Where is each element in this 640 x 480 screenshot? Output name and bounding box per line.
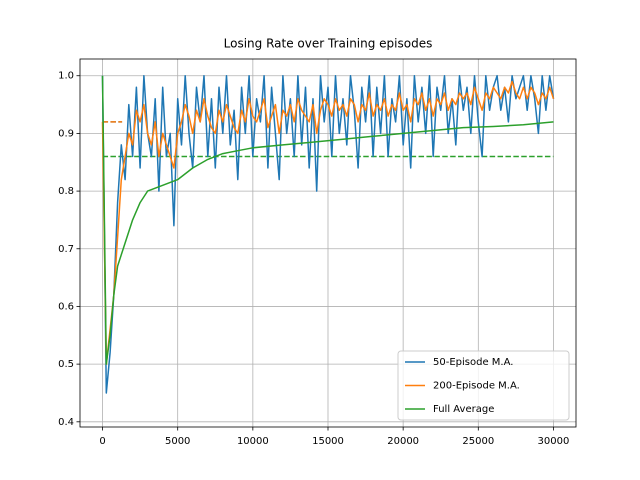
x-tick-label: 15000 bbox=[312, 436, 344, 447]
chart-title: Losing Rate over Training episodes bbox=[224, 37, 433, 51]
series-line bbox=[101, 74, 555, 394]
axes-frame bbox=[79, 58, 577, 428]
y-tick-label: 0.6 bbox=[58, 301, 74, 312]
x-tick-label: 10000 bbox=[237, 436, 269, 447]
series-line bbox=[101, 75, 554, 365]
x-tick-label: 25000 bbox=[462, 436, 494, 447]
legend-label: 50-Episode M.A. bbox=[433, 357, 513, 368]
x-tick-label: 30000 bbox=[538, 436, 570, 447]
y-tick-label: 0.4 bbox=[58, 417, 74, 428]
legend-label: Full Average bbox=[433, 404, 494, 415]
y-tick-label: 0.7 bbox=[58, 244, 74, 255]
legend-box bbox=[397, 350, 570, 421]
series-line bbox=[101, 80, 555, 365]
y-tick-label: 0.9 bbox=[58, 128, 74, 139]
y-tick-label: 1.0 bbox=[58, 71, 74, 82]
x-tick-label: 5000 bbox=[165, 436, 190, 447]
y-tick-label: 0.8 bbox=[58, 186, 74, 197]
x-tick-label: 0 bbox=[99, 436, 105, 447]
x-tick-label: 20000 bbox=[387, 436, 419, 447]
y-tick-label: 0.5 bbox=[58, 359, 74, 370]
legend-label: 200-Episode M.A. bbox=[433, 381, 520, 392]
